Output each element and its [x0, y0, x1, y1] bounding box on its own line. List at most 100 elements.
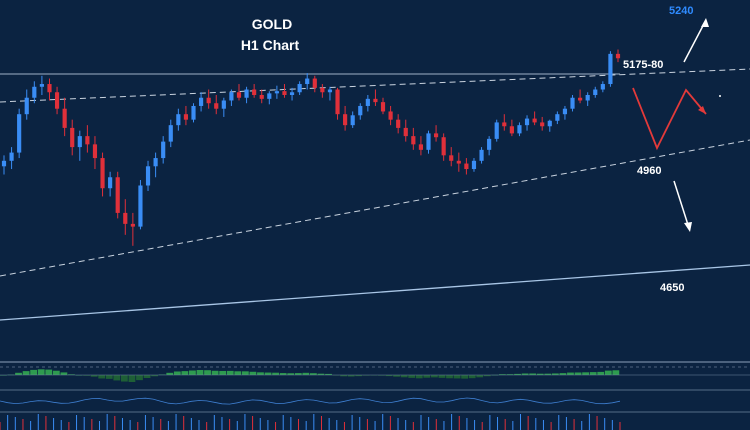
candle-body: [494, 122, 499, 139]
candle: [532, 111, 537, 126]
candle-body: [70, 127, 75, 148]
candle: [411, 127, 416, 150]
candle-body: [615, 53, 621, 59]
oscillator-bar: [90, 375, 98, 377]
candle-body: [138, 185, 143, 227]
candle-body: [555, 114, 560, 121]
candle-body: [244, 89, 249, 98]
oscillator-bar: [151, 375, 159, 377]
candle-body: [221, 100, 226, 109]
candle: [464, 158, 469, 175]
volume-ticks: [0, 414, 621, 430]
level-label-4650: 4650: [660, 282, 684, 294]
oscillator-bar: [310, 373, 317, 375]
oscillator-bar: [166, 372, 174, 375]
candle: [108, 171, 113, 197]
candle: [593, 86, 598, 98]
candle: [47, 78, 52, 101]
candle-body: [403, 127, 408, 137]
candle: [517, 122, 522, 137]
candle-body: [464, 163, 469, 170]
oscillator-bar: [181, 371, 189, 375]
candle-body: [373, 98, 378, 103]
candle: [138, 180, 143, 230]
oscillator-bar: [461, 375, 469, 379]
oscillator-bar: [378, 375, 385, 376]
candle-body: [312, 78, 317, 88]
oscillator-bar: [574, 372, 582, 375]
candle: [115, 171, 120, 219]
candle-body: [570, 97, 575, 109]
candle-body: [145, 166, 151, 186]
oscillator-bar: [438, 375, 446, 378]
candle: [433, 125, 439, 142]
candle-body: [54, 92, 60, 109]
candle: [547, 119, 552, 132]
candle-body: [487, 138, 492, 150]
candle: [183, 105, 189, 126]
candle: [221, 97, 226, 117]
candle-body: [297, 84, 302, 93]
chart-subtitle: H1 Chart: [241, 37, 300, 53]
oscillator-bar: [430, 375, 438, 378]
candle: [62, 97, 67, 137]
candle-body: [456, 160, 461, 164]
oscillator-bar: [567, 372, 574, 375]
candle-body: [327, 89, 333, 93]
candle-body: [479, 149, 484, 161]
candle: [54, 86, 60, 115]
candle: [615, 49, 621, 63]
oscillator-bar: [559, 373, 567, 375]
candle-body: [100, 158, 105, 189]
oscillator-bar: [415, 375, 423, 379]
oscillator-bar: [143, 375, 151, 378]
oscillator-bar: [249, 371, 257, 375]
candle: [426, 130, 431, 154]
candle-body: [532, 118, 537, 123]
oscillator-bar: [544, 373, 552, 375]
candle-body: [153, 158, 158, 167]
candle-body: [540, 122, 545, 127]
oscillator-bar: [136, 375, 143, 381]
oscillator-bar: [204, 370, 211, 375]
candle-body: [502, 122, 507, 127]
candle: [17, 108, 22, 159]
oscillator-bar: [453, 375, 461, 379]
candle: [259, 89, 264, 104]
oscillator-bar: [22, 371, 30, 375]
candle: [123, 199, 128, 235]
candle: [524, 115, 530, 131]
candle-body: [17, 114, 22, 153]
candle: [130, 212, 135, 246]
candle-body: [578, 97, 583, 101]
oscillator-bar: [120, 375, 128, 382]
candle: [555, 111, 560, 125]
upper-trendline: [0, 68, 750, 103]
oscillator-bar: [287, 373, 295, 375]
candle: [282, 84, 287, 98]
candle-body: [259, 95, 264, 99]
chart-title-block: GOLD H1 Chart: [241, 16, 300, 53]
candle-body: [547, 120, 552, 127]
chart-title: GOLD: [252, 16, 292, 32]
candle-body: [320, 87, 325, 93]
candle-body: [206, 97, 211, 104]
candle: [32, 81, 37, 104]
candle: [562, 105, 568, 120]
oscillator-bar: [597, 371, 605, 375]
candle: [9, 147, 14, 170]
oscillator-bar: [234, 371, 242, 375]
oscillator-bar: [98, 375, 106, 379]
candle: [479, 147, 484, 164]
candle-body: [608, 53, 613, 85]
candle-body: [123, 212, 128, 224]
candle: [350, 111, 355, 128]
oscillator-bar: [68, 374, 75, 375]
candle-body: [289, 92, 295, 95]
oscillator-bar: [264, 372, 272, 375]
oscillator-bar: [340, 375, 348, 377]
level-label-5240: 5240: [669, 5, 693, 17]
candle: [92, 136, 98, 170]
